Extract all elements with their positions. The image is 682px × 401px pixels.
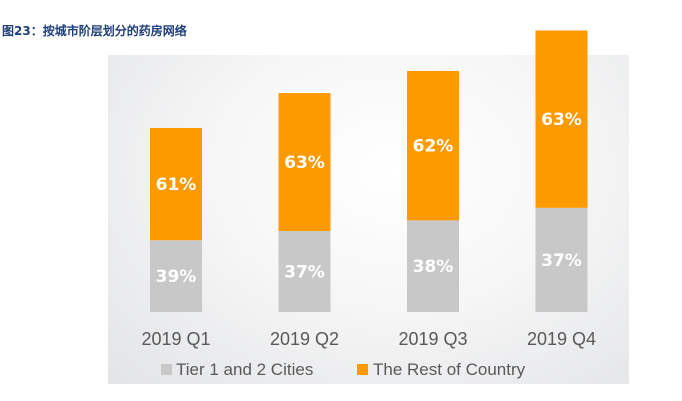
bar-tier-1-2-3	[407, 220, 459, 312]
data-label-tier-1-2-1: 39%	[156, 267, 197, 287]
labels-layer: 39% 61% 37% 63% 38% 62% 37% 63%	[156, 110, 582, 287]
data-label-tier-1-2-3: 38%	[413, 257, 454, 277]
legend: Tier 1 and 2 Cities The Rest of Country	[161, 360, 526, 379]
x-tick-label-4: 2019 Q4	[527, 329, 596, 349]
bar-rest-1	[150, 128, 202, 241]
data-label-rest-3: 62%	[413, 137, 454, 157]
bar-tier-1-2-4	[535, 207, 588, 312]
x-tick-label-1: 2019 Q1	[141, 329, 210, 349]
legend-swatch-tier-1-2	[161, 364, 172, 375]
bar-tier-1-2-1	[150, 240, 202, 312]
x-tick-label-3: 2019 Q3	[398, 329, 467, 349]
bar-rest-3	[407, 70, 459, 221]
data-label-tier-1-2-2: 37%	[284, 262, 325, 282]
bar-rest-2	[278, 93, 331, 231]
legend-label-rest: The Rest of Country	[373, 360, 526, 379]
data-label-rest-4: 63%	[541, 110, 582, 130]
bar-rest-4	[535, 30, 588, 208]
x-tick-label-2: 2019 Q2	[270, 329, 339, 349]
legend-label-tier-1-2: Tier 1 and 2 Cities	[176, 360, 313, 379]
bars-layer	[150, 30, 588, 312]
bar-tier-1-2-2	[278, 230, 331, 312]
data-label-tier-1-2-4: 37%	[541, 251, 582, 271]
x-axis-ticks: 2019 Q1 2019 Q2 2019 Q3 2019 Q4	[141, 329, 596, 349]
legend-swatch-rest	[357, 364, 368, 375]
data-label-rest-2: 63%	[284, 153, 325, 173]
data-label-rest-1: 61%	[156, 175, 197, 195]
chart-title: 图23：按城市阶层划分的药房网络	[2, 24, 187, 38]
